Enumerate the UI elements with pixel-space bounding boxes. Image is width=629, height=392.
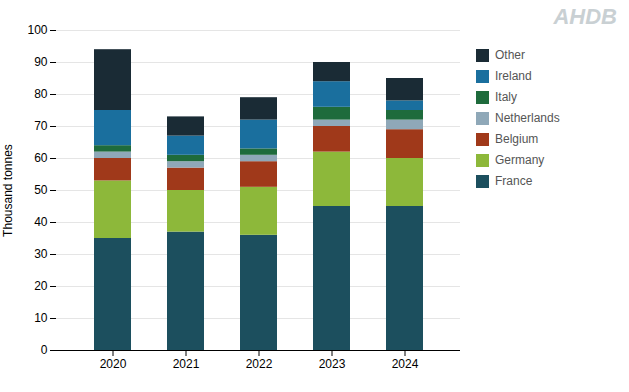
svg-text:2021: 2021 bbox=[173, 357, 200, 371]
svg-text:2024: 2024 bbox=[392, 357, 419, 371]
html-text:Ireland: Ireland bbox=[495, 69, 532, 83]
html-text:Italy: Italy bbox=[495, 90, 517, 104]
svg-text:50: 50 bbox=[34, 183, 48, 197]
svg-text:80: 80 bbox=[34, 87, 48, 101]
html-text:Belgium: Belgium bbox=[495, 132, 539, 146]
svg-text:70: 70 bbox=[34, 119, 48, 133]
svg-text:2023: 2023 bbox=[319, 357, 346, 371]
html-text:AHDB: AHDB bbox=[553, 4, 617, 29]
svg-text:Thousand tonnes: Thousand tonnes bbox=[1, 144, 15, 237]
html-text:Other: Other bbox=[495, 48, 525, 62]
html-text:Germany: Germany bbox=[495, 153, 545, 167]
svg-text:30: 30 bbox=[34, 247, 48, 261]
html-text:France: France bbox=[495, 174, 533, 188]
svg-text:2020: 2020 bbox=[100, 357, 127, 371]
svg-text:90: 90 bbox=[34, 55, 48, 69]
html-text:Netherlands: Netherlands bbox=[495, 111, 560, 125]
svg-text:100: 100 bbox=[27, 23, 47, 37]
svg-text:2022: 2022 bbox=[246, 357, 273, 371]
svg-text:60: 60 bbox=[34, 151, 48, 165]
svg-text:0: 0 bbox=[41, 343, 48, 357]
svg-text:40: 40 bbox=[34, 215, 48, 229]
svg-text:10: 10 bbox=[34, 311, 48, 325]
svg-text:20: 20 bbox=[34, 279, 48, 293]
